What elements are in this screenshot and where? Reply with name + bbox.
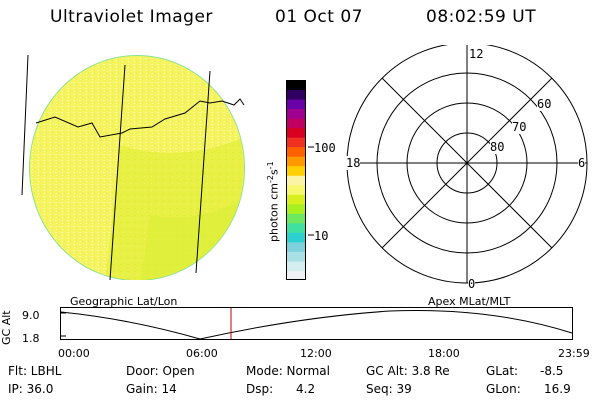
lat-60: 60 xyxy=(537,97,552,111)
mlt-18: 18 xyxy=(346,156,361,170)
mode-info: Mode: Normal xyxy=(246,364,330,378)
lat-70: 70 xyxy=(512,120,527,134)
colorbar-swatch xyxy=(286,194,306,205)
mlt-12: 12 xyxy=(469,47,484,61)
seq-info: Seq: 39 xyxy=(366,382,412,396)
glat-label: GLat: xyxy=(486,364,519,378)
dsp-label: Dsp: xyxy=(246,382,274,396)
dsp-value: 4.2 xyxy=(296,382,316,396)
colorbar-swatch xyxy=(286,89,306,100)
tick-0000: 00:00 xyxy=(58,347,90,360)
colorbar-ticks xyxy=(308,146,314,236)
colorbar-swatch xyxy=(286,118,306,129)
colorbar-swatch xyxy=(286,213,306,224)
colorbar-swatch xyxy=(286,80,306,91)
colorbar-swatch xyxy=(286,241,306,252)
apex-label: Apex MLat/MLT xyxy=(428,295,511,308)
colorbar-swatch xyxy=(286,270,306,280)
tick-1200: 12:00 xyxy=(300,347,332,360)
geographic-image xyxy=(21,54,245,280)
colorbar-swatch xyxy=(286,137,306,148)
y-max-label: 9.0 xyxy=(22,309,40,322)
geographic-label: Geographic Lat/Lon xyxy=(70,295,178,308)
colorbar-swatch xyxy=(286,260,306,271)
gc-alt-axis-label: GC Alt xyxy=(0,310,13,345)
colorbar-tick-100: 100 xyxy=(314,141,336,155)
colorbar-swatch xyxy=(286,165,306,176)
colorbar-border xyxy=(286,80,306,280)
altitude-timeline xyxy=(60,307,573,340)
gain-info: Gain: 14 xyxy=(126,382,177,396)
colorbar-swatch xyxy=(286,222,306,233)
colorbar-swatch xyxy=(286,108,306,119)
glat-value: -8.5 xyxy=(540,364,564,378)
glon-value: 16.9 xyxy=(544,382,571,396)
colorbar-swatch xyxy=(286,127,306,138)
colorbar-swatch xyxy=(286,251,306,262)
tick-2359: 23:59 xyxy=(558,347,590,360)
lat-80: 80 xyxy=(490,140,505,154)
door-info: Door: Open xyxy=(126,364,195,378)
filter-info: Flt: LBHL xyxy=(8,364,62,378)
mlt-0: 0 xyxy=(468,277,476,291)
colorbar xyxy=(286,80,306,280)
latitude-line xyxy=(35,98,245,138)
glon-label: GLon: xyxy=(486,382,521,396)
tick-0600: 06:00 xyxy=(186,347,218,360)
colorbar-tick-10: 10 xyxy=(314,229,329,243)
colorbar-unit-label: photon cm-2s-1 xyxy=(266,161,281,242)
gc-alt-info: GC Alt: 3.8 Re xyxy=(366,364,450,378)
colorbar-swatch xyxy=(286,232,306,243)
ip-info: IP: 36.0 xyxy=(8,382,54,396)
altitude-curve xyxy=(60,309,573,340)
title: Ultraviolet Imager xyxy=(50,7,213,27)
tick-1800: 18:00 xyxy=(428,347,460,360)
colorbar-swatch xyxy=(286,156,306,167)
colorbar-swatch xyxy=(286,184,306,195)
y-min-label: 1.8 xyxy=(22,332,40,345)
colorbar-swatch xyxy=(286,99,306,110)
colorbar-swatch xyxy=(286,203,306,214)
colorbar-swatch xyxy=(286,175,306,186)
meridian-line-1 xyxy=(21,54,29,196)
polar-plot xyxy=(346,45,588,284)
meridian-line-2 xyxy=(109,64,126,280)
mlt-6: 6 xyxy=(578,156,586,170)
colorbar-swatch xyxy=(286,146,306,157)
time: 08:02:59 UT xyxy=(426,7,537,27)
meridian-line-3 xyxy=(195,70,211,274)
date: 01 Oct 07 xyxy=(275,7,363,27)
